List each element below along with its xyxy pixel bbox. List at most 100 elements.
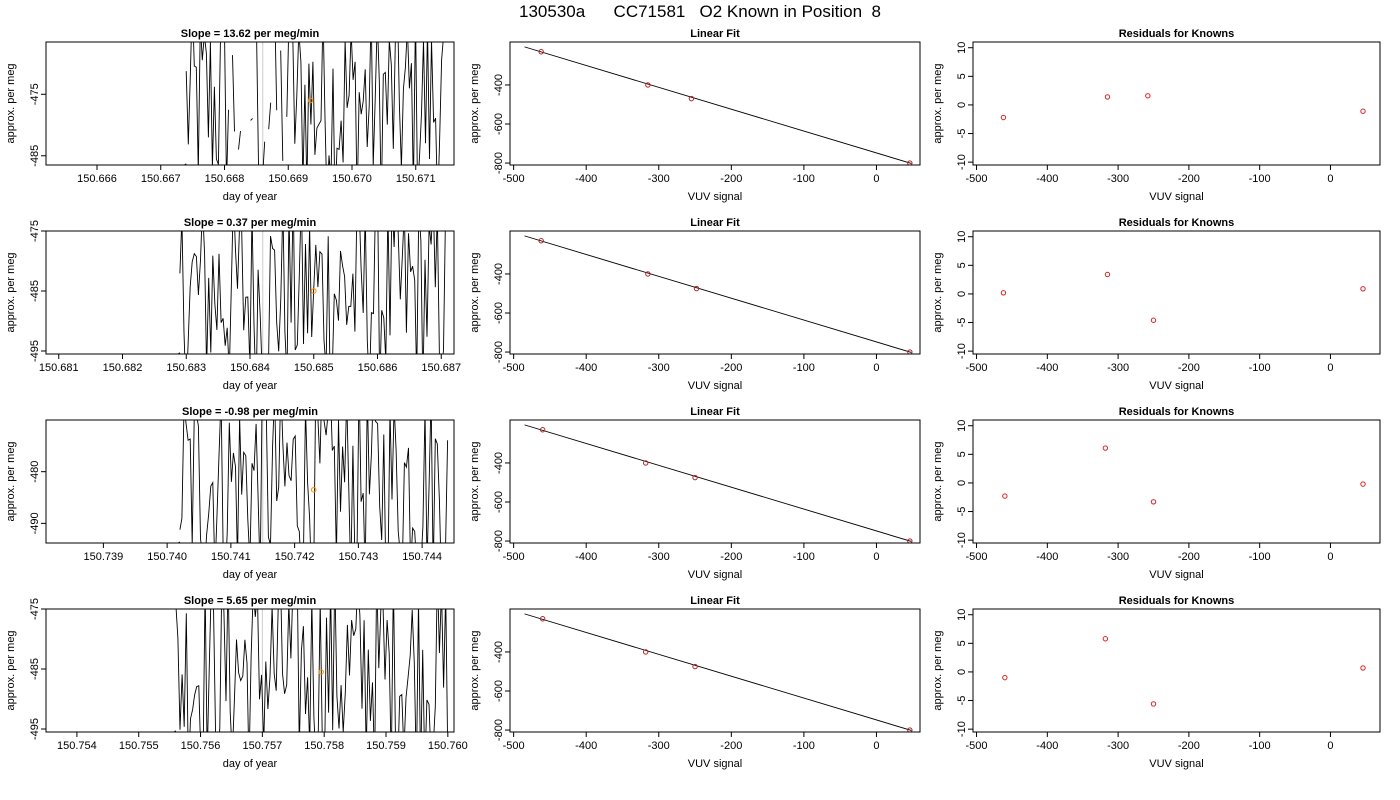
fit-line	[524, 613, 912, 731]
x-tick-label: 150.681	[39, 362, 79, 374]
panel-r3-c1: Slope = -0.98 per meg/min 150.739 150.740 1…	[5, 406, 455, 581]
x-tick-label: 150.743	[338, 551, 378, 563]
panel-r2-c2: Linear Fit -500 -400 -300 -200 -100 0 -400 -600 -…	[469, 217, 921, 392]
x-tick-label: 150.666	[77, 173, 117, 185]
panel-r2-c1: Slope = 0.37 per meg/min 150.681 150.682 15…	[5, 217, 461, 392]
x-tick-label: -100	[793, 173, 815, 185]
x-tick-label: -300	[1107, 362, 1129, 374]
x-tick-label: -400	[575, 173, 597, 185]
y-tick-label: 5	[956, 73, 968, 79]
y-tick-label: -400	[493, 263, 505, 285]
x-axis-label: VUV signal	[688, 380, 742, 392]
known-point	[907, 538, 913, 543]
plot-frame	[509, 230, 921, 355]
panel-title: Slope = 13.62 per meg/min	[181, 28, 320, 40]
x-tick-label: -400	[1036, 173, 1058, 185]
current-sample-point	[318, 669, 324, 675]
plot-frame	[509, 608, 921, 733]
x-tick-label: 150.739	[83, 551, 123, 563]
y-tick-label: -5	[956, 129, 968, 139]
y-tick-label: 0	[956, 480, 968, 486]
residual-point	[1104, 94, 1111, 100]
y-tick-label: -485	[29, 658, 41, 680]
x-tick-label: 150.744	[402, 551, 442, 563]
known-point	[688, 95, 695, 102]
x-tick-label: 150.741	[211, 551, 251, 563]
residual-point	[1360, 481, 1366, 487]
x-tick-label: 150.669	[268, 173, 308, 185]
y-tick-label: -5	[956, 318, 968, 328]
x-tick-label: -300	[1107, 740, 1129, 752]
residual-point	[1002, 674, 1008, 681]
x-tick-label: 0	[873, 362, 879, 374]
residual-point	[1000, 290, 1007, 296]
x-tick-label: -200	[1178, 551, 1200, 563]
x-tick-label: -200	[1178, 362, 1200, 374]
panel-title: Slope = -0.98 per meg/min	[182, 406, 318, 418]
y-tick-label: -800	[493, 530, 505, 552]
y-tick-label: -485	[29, 145, 41, 167]
y-tick-label: 0	[956, 102, 968, 108]
y-tick-label: -400	[493, 452, 505, 474]
known-point	[642, 460, 649, 466]
x-tick-label: -300	[1107, 551, 1129, 563]
known-point	[645, 271, 651, 277]
known-point	[539, 616, 546, 622]
panel-r1-c3: Residuals for Knowns-500 -400 -300 -200 -100…	[932, 28, 1381, 203]
y-tick-label: 5	[956, 640, 968, 646]
x-tick-label: 150.683	[166, 362, 206, 374]
x-tick-label: -300	[648, 362, 670, 374]
x-tick-label: -500	[966, 362, 988, 374]
y-tick-label: -475	[29, 83, 41, 105]
panel-r3-c3: Residuals for Knowns-500 -400 -300 -200 -100…	[932, 406, 1381, 581]
known-point	[907, 349, 913, 354]
fit-line	[524, 46, 912, 164]
y-tick-label: 5	[956, 262, 968, 268]
residual-point	[1145, 93, 1151, 99]
y-tick-label: -400	[493, 641, 505, 663]
y-tick-label: -10	[956, 343, 968, 359]
y-axis-label: approx. per meg	[469, 441, 481, 521]
y-axis-label: approx. per meg	[932, 630, 944, 710]
y-tick-label: -475	[29, 598, 41, 620]
x-axis-label: VUV signal	[1149, 569, 1203, 581]
x-tick-label: 0	[1327, 362, 1333, 374]
fit-line	[524, 424, 912, 542]
x-tick-label: -300	[648, 740, 670, 752]
y-tick-label: 10	[956, 420, 968, 432]
x-axis-label: day of year	[223, 758, 278, 770]
y-tick-label: 10	[956, 609, 968, 621]
x-tick-label: 150.760	[428, 740, 468, 752]
panel-r4-c3: Residuals for Knowns-500 -400 -300 -200 -100…	[932, 595, 1381, 770]
y-tick-label: -800	[493, 341, 505, 363]
current-sample-point	[307, 97, 314, 104]
x-tick-label: 0	[873, 551, 879, 563]
residual-point	[1000, 114, 1007, 121]
x-tick-label: -500	[503, 362, 525, 374]
x-tick-label: -200	[720, 173, 742, 185]
y-tick-label: -800	[493, 719, 505, 741]
x-tick-label: 150.742	[275, 551, 315, 563]
y-tick-label: -10	[956, 532, 968, 548]
y-axis-label: approx. per meg	[5, 252, 17, 332]
residual-point	[1002, 493, 1008, 499]
x-tick-label: 150.684	[230, 362, 270, 374]
x-axis-label: VUV signal	[1149, 758, 1203, 770]
panel-title: Linear Fit	[690, 28, 740, 40]
x-tick-label: -400	[1036, 551, 1058, 563]
x-tick-label: -100	[1249, 551, 1271, 563]
plot-frame	[45, 419, 455, 544]
known-point	[907, 727, 913, 732]
panel-title: Residuals for Knowns	[1119, 217, 1235, 229]
x-tick-label: -100	[793, 551, 815, 563]
y-axis-label: approx. per meg	[5, 630, 17, 710]
x-tick-label: -200	[720, 740, 742, 752]
y-tick-label: 0	[956, 291, 968, 297]
timeseries-line	[185, 42, 447, 165]
panel-r4-c2: Linear Fit -500 -400 -300 -200 -100 0 -400 -600 -…	[469, 595, 921, 770]
y-axis-label: approx. per meg	[469, 252, 481, 332]
panel-title: Linear Fit	[690, 406, 740, 418]
y-tick-label: -10	[956, 154, 968, 170]
fit-line	[524, 235, 912, 353]
